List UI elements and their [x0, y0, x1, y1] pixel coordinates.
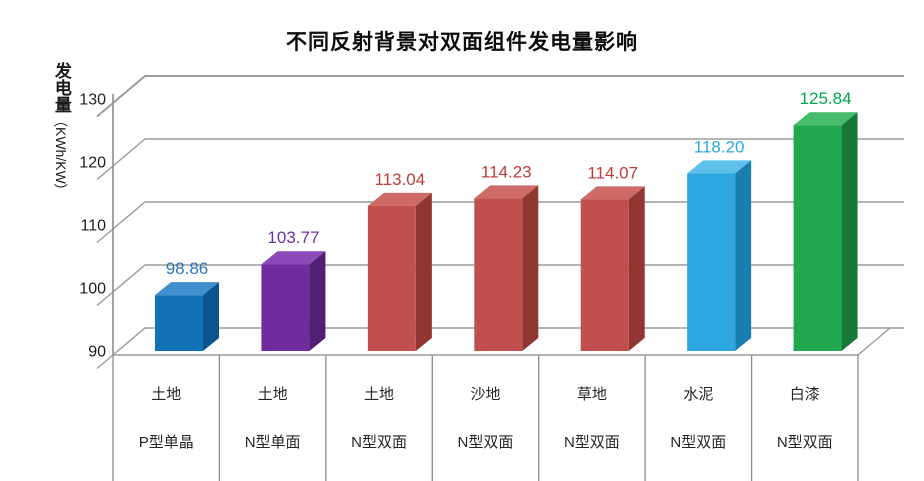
bar-group: 125.84 [793, 89, 858, 351]
category-module-label: P型单晶 [138, 434, 194, 451]
bar-front [474, 198, 523, 351]
bar-front [155, 295, 203, 351]
category-surface-label: 土地 [151, 386, 182, 403]
category-module-label: N型单面 [244, 434, 301, 451]
bar-front [793, 125, 842, 351]
category-cell: 沙地 N型双面 [432, 357, 538, 481]
y-tick-label: 120 [79, 155, 106, 172]
category-surface-label: 土地 [257, 386, 288, 403]
bar-side [203, 282, 219, 351]
bar-side [415, 192, 432, 351]
bar-top [793, 112, 858, 126]
category-surface-label: 白漆 [789, 386, 820, 403]
bar-side [841, 112, 858, 351]
category-surface-label: 水泥 [683, 386, 714, 403]
y-tick-label: 110 [80, 218, 106, 235]
bar-side [522, 185, 539, 351]
bar-group: 114.07 [580, 163, 645, 351]
bar-value-label: 114.23 [481, 162, 532, 181]
bar-top [261, 251, 326, 265]
bar-front [367, 205, 416, 351]
category-cell: 草地 N型双面 [539, 357, 645, 481]
category-module-label: N型双面 [670, 434, 727, 451]
y-axis-title: 发电量（KWh/KW） [51, 62, 71, 198]
y-axis-title-text: 发电量 [51, 62, 71, 113]
bar-top [687, 160, 752, 174]
category-surface-label: 沙地 [470, 386, 501, 403]
bar-group: 98.86 [155, 259, 219, 351]
bar-group: 114.23 [474, 162, 539, 351]
y-tick-label: 130 [79, 92, 106, 109]
bar-value-label: 113.04 [374, 170, 425, 189]
category-axis: 土地 P型单晶 土地 N型单面 土地 N型双面 沙地 N型双面 草地 N型双面 水泥 N型双面 白漆 N型… [113, 357, 858, 481]
floor-right-edge [857, 327, 891, 356]
bar-group: 103.77 [261, 228, 326, 351]
category-module-label: N型双面 [457, 434, 514, 451]
bar-group: 113.04 [367, 170, 432, 351]
category-module-label: N型双面 [351, 434, 407, 451]
bar-value-label: 118.20 [694, 137, 745, 156]
category-module-label: N型双面 [563, 434, 620, 451]
category-surface-label: 草地 [576, 386, 607, 403]
category-module-label: N型双面 [776, 434, 833, 451]
bar-top [367, 192, 432, 206]
chart-title: 不同反射背景对双面组件发电量影响 [286, 31, 638, 54]
bar-front [580, 199, 629, 351]
bar-top [580, 186, 645, 200]
category-cell: 土地 N型单面 [219, 357, 325, 481]
bar-front [687, 173, 736, 351]
bar-top [474, 185, 539, 199]
category-cell: 土地 N型双面 [326, 357, 432, 481]
category-cell: 土地 P型单晶 [113, 357, 219, 481]
y-tick-label: 100 [79, 281, 106, 298]
y-tick-label: 90 [88, 344, 106, 361]
bar-value-label: 114.07 [587, 163, 638, 182]
bar-value-label: 103.77 [267, 228, 319, 247]
bar-side [309, 251, 326, 351]
bar-top [155, 282, 219, 296]
y-axis-title-unit: （KWh/KW） [52, 113, 69, 198]
bar-group: 118.20 [687, 137, 752, 351]
category-surface-label: 土地 [364, 386, 395, 403]
bar-value-label: 125.84 [800, 89, 852, 108]
bar-side [628, 186, 645, 351]
category-cell: 水泥 N型双面 [645, 357, 751, 481]
gridline [96, 75, 904, 118]
bar-side [735, 160, 752, 351]
category-cell: 白漆 N型双面 [752, 357, 858, 481]
bar-value-label: 98.86 [166, 259, 209, 278]
bar-front [261, 264, 310, 351]
